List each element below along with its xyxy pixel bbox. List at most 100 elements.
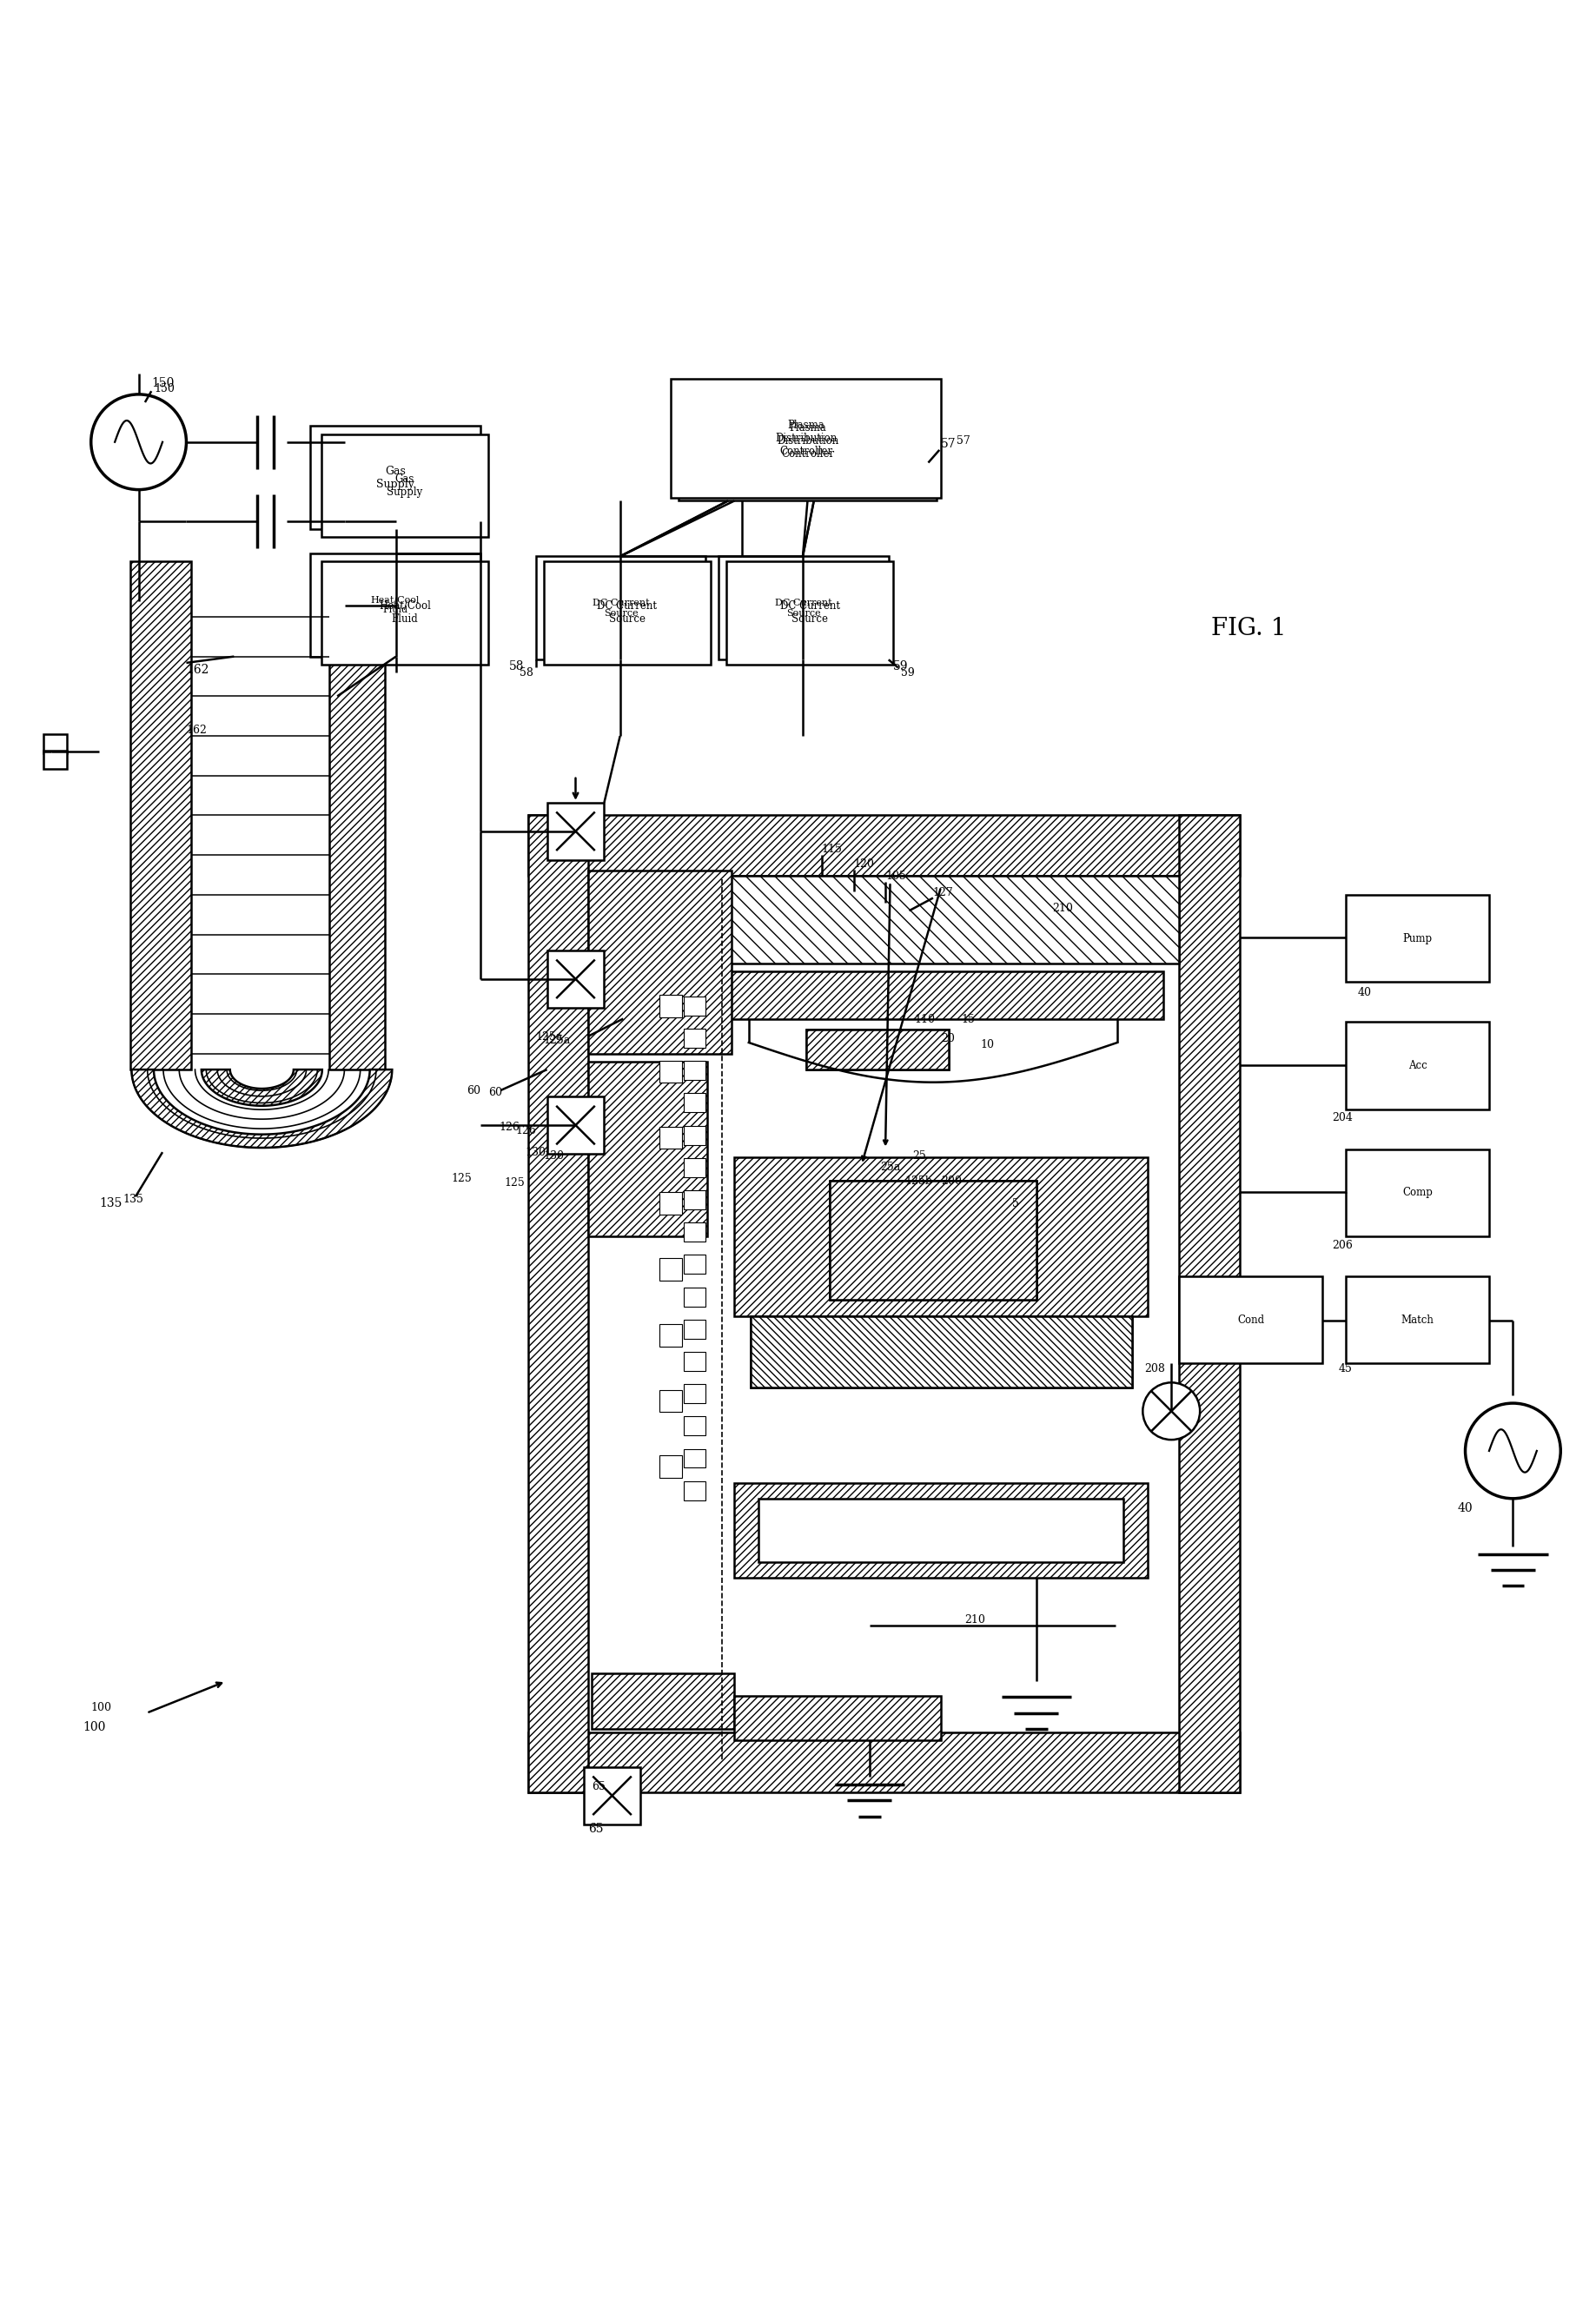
Text: 206: 206: [1331, 1239, 1352, 1250]
Text: 126: 126: [500, 1121, 520, 1133]
Bar: [659, 1324, 681, 1347]
Text: 125: 125: [504, 1177, 525, 1188]
Text: 127: 127: [934, 887, 954, 899]
Text: Cond: Cond: [1237, 1314, 1264, 1326]
Bar: [592, 1673, 734, 1728]
Bar: [683, 1062, 705, 1080]
Bar: [683, 1448, 705, 1468]
Bar: [589, 871, 731, 1055]
Bar: [43, 735, 67, 754]
Bar: [528, 816, 1240, 876]
Bar: [329, 561, 385, 1069]
Bar: [544, 561, 710, 664]
Text: 60: 60: [466, 1085, 480, 1096]
Text: 20: 20: [942, 1032, 954, 1043]
Bar: [1179, 816, 1240, 1792]
Text: Comp: Comp: [1403, 1188, 1433, 1197]
Text: 210: 210: [964, 1613, 985, 1625]
Text: Plasma
Distribution
Controller: Plasma Distribution Controller: [777, 423, 838, 460]
Text: 58: 58: [509, 660, 523, 673]
Bar: [659, 1455, 681, 1478]
Bar: [683, 997, 705, 1016]
Bar: [659, 1126, 681, 1149]
Text: 40: 40: [1357, 986, 1371, 997]
Bar: [310, 554, 480, 657]
Bar: [683, 1158, 705, 1177]
Bar: [750, 1317, 1132, 1388]
Bar: [1345, 1275, 1489, 1363]
Text: Match: Match: [1401, 1314, 1435, 1326]
Text: 150: 150: [152, 377, 174, 391]
Bar: [528, 816, 589, 1792]
Bar: [329, 561, 385, 1069]
Bar: [830, 1181, 1036, 1301]
Bar: [758, 1498, 1124, 1563]
Text: 59: 59: [902, 666, 915, 678]
Bar: [547, 802, 605, 859]
Text: 25a: 25a: [881, 1160, 900, 1172]
Bar: [131, 561, 192, 1069]
Text: 115: 115: [822, 843, 843, 855]
Bar: [584, 1767, 640, 1825]
Circle shape: [1143, 1383, 1200, 1441]
Text: 65: 65: [592, 1781, 605, 1792]
Bar: [528, 816, 589, 1792]
Bar: [43, 749, 67, 770]
Text: 110: 110: [915, 1013, 935, 1025]
Text: 25: 25: [913, 1151, 926, 1163]
Bar: [734, 1696, 942, 1740]
Bar: [750, 1317, 1132, 1388]
Bar: [726, 561, 894, 664]
Text: FIG. 1: FIG. 1: [1211, 618, 1286, 641]
Bar: [659, 995, 681, 1018]
Bar: [321, 434, 488, 538]
Text: 100: 100: [91, 1703, 112, 1712]
Bar: [1179, 816, 1240, 1792]
Circle shape: [91, 395, 187, 489]
Bar: [683, 1480, 705, 1501]
Bar: [321, 561, 488, 664]
Text: 162: 162: [187, 724, 207, 735]
Text: 59: 59: [894, 660, 908, 673]
Text: Gas
Supply: Gas Supply: [386, 473, 423, 499]
Bar: [683, 1190, 705, 1209]
Bar: [683, 1223, 705, 1241]
Text: 150: 150: [155, 384, 176, 395]
Bar: [1345, 894, 1489, 981]
Bar: [806, 1030, 950, 1069]
Text: 15: 15: [962, 1013, 975, 1025]
Bar: [734, 1156, 1148, 1317]
Bar: [683, 1094, 705, 1112]
Bar: [734, 1156, 1148, 1317]
Bar: [659, 1259, 681, 1280]
Text: 45: 45: [1337, 1363, 1352, 1374]
Bar: [683, 1030, 705, 1048]
Bar: [1179, 1275, 1323, 1363]
Bar: [528, 1733, 1240, 1792]
Text: 204: 204: [1331, 1112, 1352, 1124]
Bar: [589, 871, 731, 1055]
Bar: [589, 1062, 707, 1236]
Text: 120: 120: [854, 857, 875, 869]
Bar: [547, 1096, 605, 1154]
Text: 125b: 125b: [905, 1177, 932, 1188]
Bar: [683, 1255, 705, 1273]
Text: DC Current
Source: DC Current Source: [780, 600, 839, 625]
Text: 135: 135: [123, 1193, 144, 1204]
Bar: [659, 1193, 681, 1216]
Bar: [678, 381, 937, 501]
Bar: [702, 972, 1163, 1018]
Bar: [718, 556, 889, 660]
Text: 58: 58: [520, 666, 533, 678]
Bar: [750, 1317, 1132, 1388]
Text: Plasma
Distribution
Controller: Plasma Distribution Controller: [776, 418, 836, 457]
Text: 125a: 125a: [544, 1034, 571, 1046]
Text: 10: 10: [980, 1039, 994, 1050]
Text: 60: 60: [488, 1087, 503, 1098]
Text: 126: 126: [516, 1126, 536, 1135]
Text: Pump: Pump: [1403, 933, 1433, 944]
Text: Heat/Cool
Fluid: Heat/Cool Fluid: [370, 595, 420, 614]
Text: 57: 57: [958, 437, 970, 446]
Bar: [683, 1351, 705, 1372]
Bar: [734, 1482, 1148, 1579]
